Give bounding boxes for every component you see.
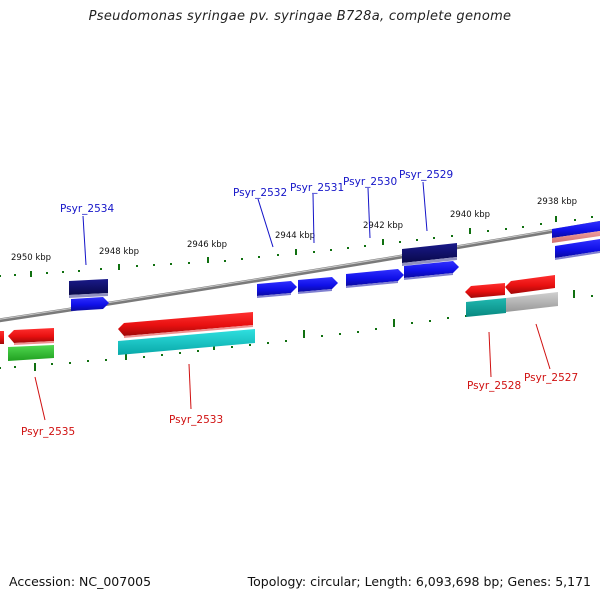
scale-label-2944: 2944 kbp [275, 231, 315, 241]
gene-psyr-2534-navy[interactable] [69, 279, 108, 295]
gene-edge-left-red[interactable] [0, 331, 4, 344]
forward-leader-lines [82, 181, 428, 266]
label-psyr-2532: Psyr_2532 [233, 187, 287, 199]
gene-psyr-2527[interactable] [505, 275, 555, 294]
scale-label-2938: 2938 kbp [537, 197, 577, 207]
genome-summary-text: Topology: circular; Length: 6,093,698 bp… [247, 574, 591, 589]
gene-edge-right-blue[interactable] [555, 239, 600, 258]
scale-label-2942: 2942 kbp [363, 221, 403, 231]
label-psyr-2531: Psyr_2531 [290, 182, 344, 194]
reverse-leader-lines [34, 323, 551, 421]
cds-psyr-2533[interactable] [118, 329, 255, 355]
label-psyr-2528: Psyr_2528 [467, 380, 521, 392]
upper-tick-track [0, 216, 593, 277]
scale-label-2950: 2950 kbp [11, 253, 51, 263]
gene-psyr-2531[interactable] [298, 277, 338, 292]
scale-label-2940: 2940 kbp [450, 210, 490, 220]
forward-gene-features [69, 221, 600, 311]
cds-psyr-2527[interactable] [506, 292, 558, 312]
reverse-gene-features [0, 275, 558, 361]
label-psyr-2529: Psyr_2529 [399, 169, 453, 181]
label-psyr-2534: Psyr_2534 [60, 203, 114, 215]
genome-title: Pseudomonas syringae pv. syringae B728a,… [88, 9, 512, 24]
scale-label-2946: 2946 kbp [187, 240, 227, 250]
gene-edge-right-blue-top[interactable] [552, 221, 600, 238]
gene-edge-right-pink[interactable] [552, 231, 600, 243]
label-psyr-2527: Psyr_2527 [524, 372, 578, 384]
gene-psyr-2528[interactable] [465, 283, 505, 298]
gene-psyr-2529-navy[interactable] [402, 243, 457, 263]
cds-psyr-2528[interactable] [466, 298, 506, 317]
gene-psyr-2533[interactable] [118, 312, 253, 336]
label-psyr-2535: Psyr_2535 [21, 426, 75, 438]
gene-psyr-2534[interactable] [71, 297, 109, 311]
accession-text: Accession: NC_007005 [9, 574, 152, 589]
gene-psyr-2530[interactable] [346, 269, 404, 286]
gene-psyr-2529[interactable] [404, 261, 459, 278]
label-psyr-2533: Psyr_2533 [169, 414, 223, 426]
scale-label-2948: 2948 kbp [99, 247, 139, 257]
label-psyr-2530: Psyr_2530 [343, 176, 397, 188]
gene-psyr-2535[interactable] [8, 328, 54, 343]
gene-psyr-2532[interactable] [257, 281, 297, 296]
cds-psyr-2535[interactable] [8, 345, 54, 361]
